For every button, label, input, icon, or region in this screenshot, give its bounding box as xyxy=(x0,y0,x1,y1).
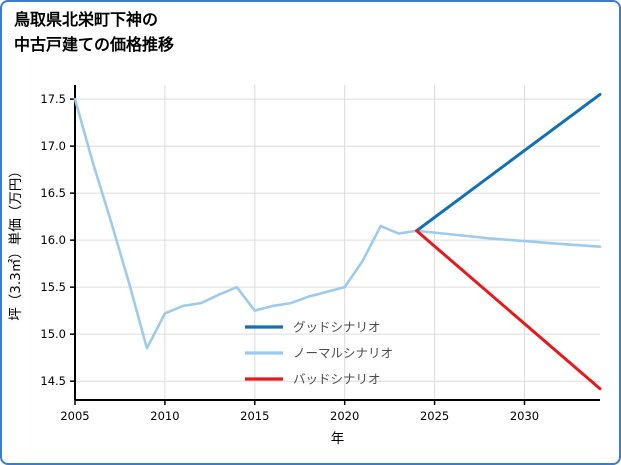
chart-title-line1: 鳥取県北栄町下神の xyxy=(14,10,159,29)
y-tick-label: 17.0 xyxy=(40,139,66,153)
series-line-3 xyxy=(415,229,602,391)
x-tick-label: 2005 xyxy=(60,409,89,423)
x-tick-label: 2015 xyxy=(240,409,269,423)
chart-title-line2: 中古戸建ての価格推移 xyxy=(14,34,175,54)
x-axis-label: 年 xyxy=(331,431,345,447)
chart-title: 鳥取県北栄町下神の 中古戸建ての価格推移 xyxy=(14,8,174,58)
x-tick-label: 2025 xyxy=(420,409,449,423)
y-tick-label: 16.0 xyxy=(40,233,66,247)
y-tick-label: 14.5 xyxy=(40,374,66,388)
legend-label: グッドシナリオ xyxy=(293,320,381,335)
y-tick-label: 17.5 xyxy=(40,92,66,106)
y-axis-label: 坪（3.3㎡）単価（万円） xyxy=(8,164,24,320)
y-tick-label: 15.0 xyxy=(40,327,66,341)
series-line-1 xyxy=(415,92,602,233)
legend-label: ノーマルシナリオ xyxy=(293,346,393,361)
series-line-2 xyxy=(73,97,602,350)
legend-label: バッドシナリオ xyxy=(293,372,381,387)
x-tick-label: 2010 xyxy=(150,409,179,423)
y-tick-label: 15.5 xyxy=(40,280,66,294)
x-tick-label: 2020 xyxy=(330,409,359,423)
y-tick-label: 16.5 xyxy=(40,186,66,200)
x-tick-label: 2030 xyxy=(510,409,539,423)
